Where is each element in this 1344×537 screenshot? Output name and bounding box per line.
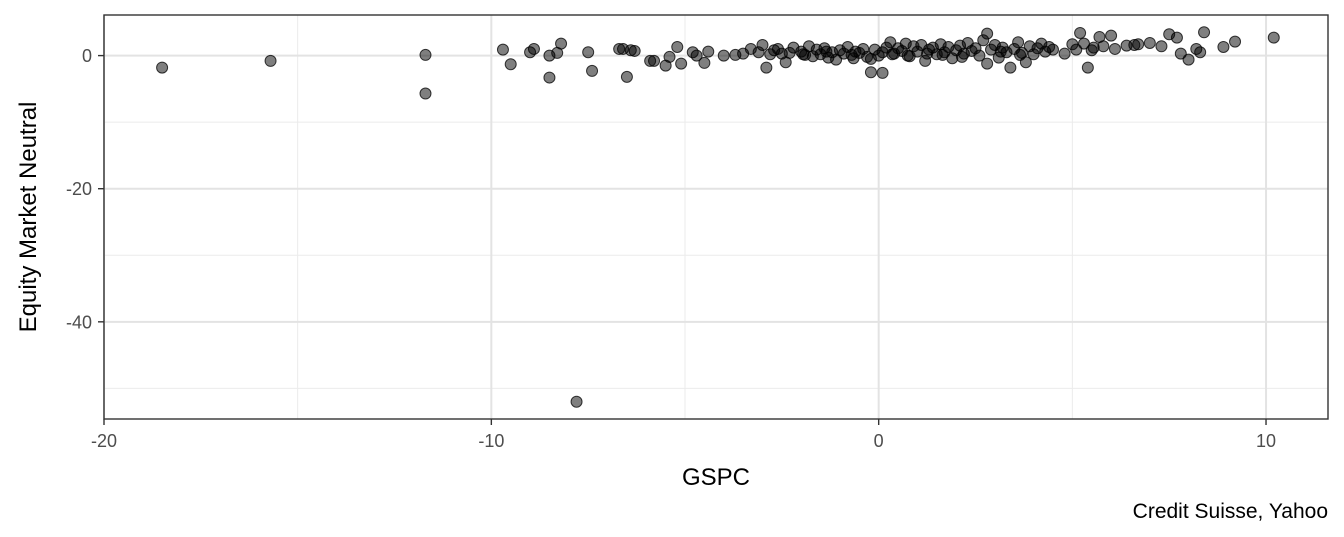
x-tick-label: -10 [478, 431, 504, 451]
data-point [698, 56, 711, 69]
data-point [1229, 35, 1242, 48]
data-point [1170, 31, 1183, 44]
data-point [570, 395, 583, 408]
data-point [690, 49, 703, 62]
data-point [1046, 43, 1059, 56]
x-tick-label: 0 [874, 431, 884, 451]
data-point [1014, 48, 1027, 61]
data-point [1004, 61, 1017, 74]
data-point [1198, 26, 1211, 39]
data-point [797, 48, 810, 61]
data-point [555, 37, 568, 50]
data-point [1217, 40, 1230, 53]
data-point [543, 71, 556, 84]
data-point [628, 44, 641, 57]
y-tick-label: -20 [66, 179, 92, 199]
data-point [936, 48, 949, 61]
x-axis-title: GSPC [682, 464, 750, 491]
data-point [1058, 47, 1071, 60]
data-point [1108, 42, 1121, 55]
data-point [156, 61, 169, 74]
data-point [771, 42, 784, 55]
data-point [1081, 61, 1094, 74]
major-gridlines [103, 15, 1328, 419]
data-point [1074, 26, 1087, 39]
data-point [1182, 53, 1195, 66]
y-tick-label: -40 [66, 312, 92, 332]
data-point [1267, 31, 1280, 44]
data-point [582, 46, 595, 59]
data-point [886, 48, 899, 61]
data-point [981, 27, 994, 40]
data-point [717, 49, 730, 62]
data-point [702, 45, 715, 58]
data-point [586, 64, 599, 77]
data-point [876, 66, 889, 79]
data-point [1012, 36, 1025, 49]
y-axis-ticks: 0 -20 -40 [66, 46, 104, 332]
data-point [1087, 41, 1100, 54]
data-point [864, 66, 877, 79]
data-point [760, 61, 773, 74]
data-point [994, 45, 1007, 58]
chart-caption: Credit Suisse, Yahoo [1133, 500, 1328, 523]
data-point [496, 43, 509, 56]
x-tick-label: -20 [91, 431, 117, 451]
y-axis-title: Equity Market Neutral [15, 102, 42, 333]
minor-gridlines [104, 15, 1328, 419]
data-point [1143, 36, 1156, 49]
data-point [1155, 40, 1168, 53]
data-point [921, 47, 934, 60]
data-point [1035, 37, 1048, 50]
panel-border [103, 14, 1329, 420]
data-point [756, 38, 769, 51]
data-point [820, 45, 833, 58]
data-point [1105, 29, 1118, 42]
data-point [973, 49, 986, 62]
data-point [663, 50, 676, 63]
data-points [156, 26, 1280, 408]
data-point [671, 40, 684, 53]
data-point [901, 49, 914, 62]
data-point [419, 48, 432, 61]
data-point [981, 57, 994, 70]
data-point [1128, 38, 1141, 51]
data-point [1194, 46, 1207, 59]
data-point [419, 87, 432, 100]
x-tick-label: 10 [1256, 431, 1276, 451]
data-point [955, 50, 968, 63]
data-point [847, 52, 860, 65]
data-point [504, 58, 517, 71]
data-point [620, 70, 633, 83]
data-point [648, 54, 661, 67]
data-point [675, 57, 688, 70]
x-axis-ticks: -20 -10 0 10 [91, 419, 1276, 451]
data-point [527, 42, 540, 55]
y-tick-label: 0 [82, 46, 92, 66]
data-point [264, 54, 277, 67]
